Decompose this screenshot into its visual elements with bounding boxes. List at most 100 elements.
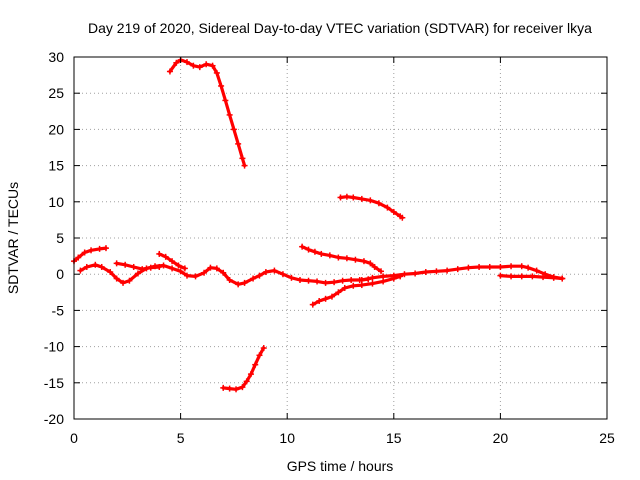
data-point: [113, 260, 120, 267]
data-point: [222, 97, 229, 104]
data-point: [247, 371, 254, 378]
data-point: [322, 295, 329, 302]
data-point: [201, 269, 208, 276]
data-point: [350, 282, 357, 289]
x-tick-label: 20: [493, 430, 509, 446]
data-point: [348, 276, 355, 283]
data-point: [183, 272, 190, 279]
data-point: [497, 272, 504, 279]
data-point: [399, 214, 406, 221]
data-point: [444, 267, 451, 274]
series-arc-descend: [300, 245, 383, 273]
data-point: [343, 255, 350, 262]
data-point: [279, 271, 286, 278]
data-point: [175, 262, 182, 269]
data-point: [358, 282, 365, 289]
data-point: [134, 270, 141, 277]
y-tick-label: 0: [56, 266, 64, 282]
data-point: [75, 254, 82, 261]
data-point: [380, 273, 387, 280]
y-tick-label: -15: [44, 375, 64, 391]
data-point: [367, 260, 374, 267]
data-point: [378, 268, 385, 275]
data-point: [241, 279, 248, 286]
data-point: [262, 269, 269, 276]
data-point: [486, 263, 493, 270]
data-point: [230, 126, 237, 133]
data-point: [162, 253, 169, 260]
data-point: [239, 384, 246, 391]
data-point: [83, 263, 90, 270]
data-point: [88, 247, 95, 254]
data-point: [139, 266, 146, 273]
data-point: [235, 281, 242, 288]
data-point: [540, 274, 547, 281]
data-point: [235, 140, 242, 147]
data-point: [529, 273, 536, 280]
data-point: [271, 267, 278, 274]
data-point: [250, 275, 257, 282]
data-point: [371, 263, 378, 270]
series-layer: [71, 56, 566, 393]
data-point: [343, 193, 350, 200]
data-point: [358, 276, 365, 283]
data-point: [508, 263, 515, 270]
y-axis-label: SDTVAR / TECUs: [5, 182, 21, 294]
y-tick-label: 15: [48, 158, 64, 174]
series-arc-high: [168, 58, 247, 168]
data-point: [169, 258, 176, 265]
data-point: [120, 279, 127, 286]
data-point: [203, 61, 210, 68]
data-point: [380, 278, 387, 285]
data-point: [559, 275, 566, 282]
y-tick-label: 5: [56, 230, 64, 246]
y-tick-label: -5: [52, 302, 65, 318]
data-point: [177, 268, 184, 275]
data-point: [122, 261, 129, 268]
data-point: [113, 275, 120, 282]
tick-layer: 0 5 10 15 20 25 -20 -15 -10 -5 0 5 10 15 20 25 30: [44, 49, 615, 446]
data-point: [169, 265, 176, 272]
data-point: [433, 268, 440, 275]
data-point: [550, 274, 557, 281]
y-tick-label: 10: [48, 194, 64, 210]
data-point: [196, 64, 203, 71]
data-point: [465, 264, 472, 271]
series-arc-low: [221, 346, 266, 391]
data-point: [369, 274, 376, 281]
data-point: [220, 384, 227, 391]
data-point: [358, 195, 365, 202]
data-point: [305, 246, 312, 253]
data-point: [390, 208, 397, 215]
data-point: [192, 273, 199, 280]
data-point: [422, 269, 429, 276]
data-point: [339, 277, 346, 284]
y-tick-label: -10: [44, 339, 64, 355]
y-tick-label: 30: [48, 49, 64, 65]
data-point: [337, 194, 344, 201]
data-point: [412, 270, 419, 277]
plot-frame: [73, 56, 608, 420]
data-point: [226, 111, 233, 118]
data-point: [147, 264, 154, 271]
chart-title: Day 219 of 2020, Sidereal Day-to-day VTE…: [88, 20, 592, 36]
grid-layer: [74, 57, 607, 419]
x-tick-label: 10: [279, 430, 295, 446]
data-point: [102, 245, 109, 252]
data-point: [476, 263, 483, 270]
data-point: [256, 272, 263, 279]
data-point: [233, 386, 240, 393]
data-point: [156, 263, 163, 270]
data-point: [190, 62, 197, 69]
data-point: [107, 269, 114, 276]
x-tick-label: 25: [599, 430, 615, 446]
data-point: [213, 69, 220, 76]
x-axis-label: GPS time / hours: [287, 458, 394, 474]
data-point: [316, 297, 323, 304]
data-point: [497, 263, 504, 270]
data-point: [305, 277, 312, 284]
data-point: [92, 261, 99, 268]
data-point: [98, 263, 105, 270]
data-point: [288, 274, 295, 281]
